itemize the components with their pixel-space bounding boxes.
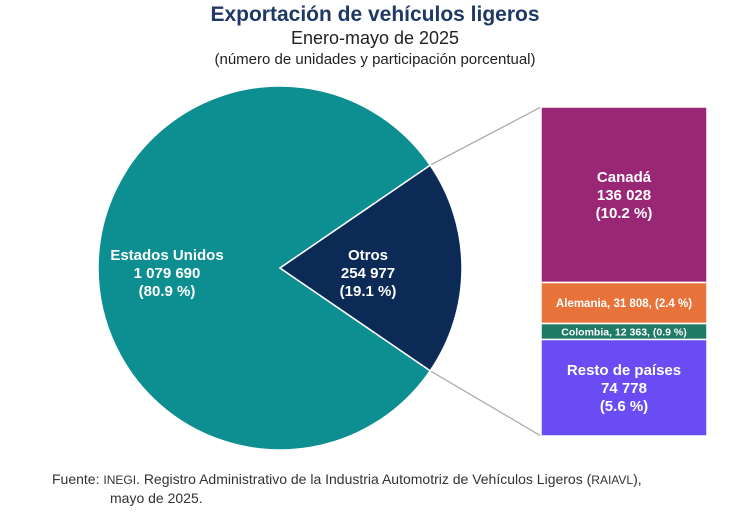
chart-subtitle: Enero-mayo de 2025 bbox=[290, 28, 460, 48]
bar-label-resto-de-paises-value: 74 778 bbox=[601, 380, 647, 397]
chart-title: Exportación de vehículos ligeros bbox=[210, 3, 540, 26]
bar-label-canada-pct: (10.2 %) bbox=[596, 205, 653, 222]
pie-label-estados-unidos-name: Estados Unidos bbox=[110, 247, 223, 264]
source-prefix: Fuente: bbox=[52, 471, 100, 487]
bar-label-canada-name: Canadá bbox=[597, 169, 652, 186]
pie-slice-estados-unidos bbox=[97, 85, 432, 451]
source-institution: INEGI bbox=[103, 473, 137, 487]
pie-label-otros-name: Otros bbox=[348, 247, 388, 264]
bar-label-resto-de-paises-name: Resto de países bbox=[567, 362, 681, 379]
source-note: Fuente: INEGI. Registro Administrativo d… bbox=[52, 470, 732, 507]
chart-units: (número de unidades y participación porc… bbox=[214, 51, 536, 68]
bar-label-colombia: Colombia, 12 363, (0.9 %) bbox=[561, 327, 686, 339]
source-acronym: RAIAVL bbox=[591, 473, 634, 487]
pie-label-otros-value: 254 977 bbox=[341, 265, 395, 282]
bar-label-canada-value: 136 028 bbox=[597, 187, 651, 204]
pie-label-estados-unidos-pct: (80.9 %) bbox=[139, 283, 196, 300]
source-suffix: ), bbox=[633, 471, 642, 487]
bar-segment-resto-de-paises bbox=[540, 338, 708, 437]
source-text: . Registro Administrativo de la Industri… bbox=[136, 471, 592, 487]
pie-label-estados-unidos-value: 1 079 690 bbox=[134, 265, 201, 282]
source-date: mayo de 2025. bbox=[110, 490, 203, 506]
bar-label-alemania: Alemania, 31 808, (2.4 %) bbox=[556, 298, 692, 310]
bar-label-resto-de-paises-pct: (5.6 %) bbox=[600, 398, 648, 415]
connector-line-top bbox=[429, 106, 542, 166]
connector-line-bottom bbox=[429, 370, 542, 437]
pie-slice-otros bbox=[278, 164, 463, 372]
pie-label-otros-pct: (19.1 %) bbox=[340, 283, 397, 300]
